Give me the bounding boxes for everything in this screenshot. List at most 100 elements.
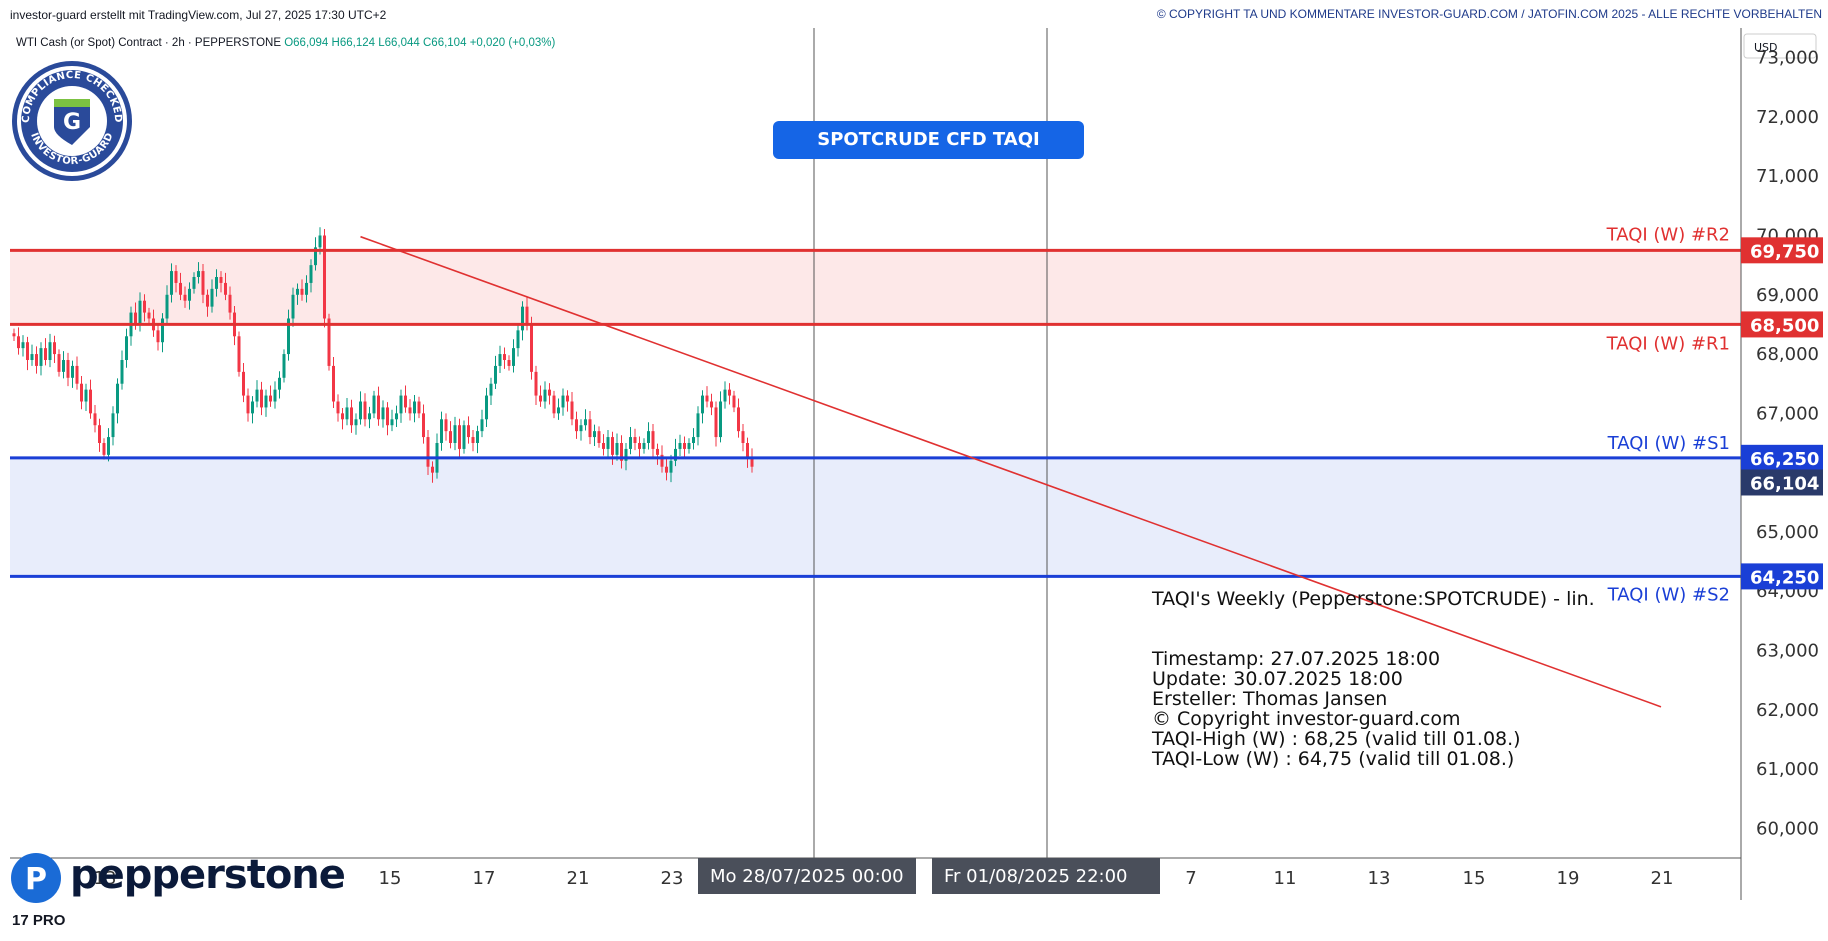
candle-body [120,360,124,384]
candle-body [395,413,398,420]
tradingview-logo: 17 PRO [12,912,66,929]
chart-area[interactable]: TAQI (W) #R2 TAQI (W) #R1 TAQI (W) #S1 TAQI… [0,28,1828,937]
pepperstone-mark-icon [11,853,61,903]
level-label: TAQI (W) #R2 [1606,224,1730,245]
candle-body [278,377,281,390]
candle-body [606,437,610,449]
candle-body [48,342,52,360]
candle-body [323,235,326,319]
info-high: TAQI-High (W) : 68,25 (valid till 01.08.… [1152,728,1521,750]
candle-body [165,294,169,319]
candle-body [710,401,713,408]
candle-body [579,425,583,432]
candle-body [98,425,101,443]
candle-body [17,336,20,349]
legend-low: L66,044 [378,37,420,49]
info-title: TAQI's Weekly (Pepperstone:SPOTCRUDE) - … [1152,588,1595,610]
candle-body [719,401,722,438]
x-tick-label: 15 [379,868,402,889]
level-label: TAQI (W) #R1 [1606,333,1730,354]
candle-body [255,389,259,402]
info-spacer [1152,629,1595,649]
x-tick-label: 13 [1368,868,1391,889]
candle-body [750,457,754,467]
candle-body [584,419,587,426]
legend-symbol: WTI Cash (or Spot) Contract · 2h · PEPPE… [16,37,281,49]
candle-body [84,389,88,402]
candle-body [296,288,299,295]
candle-body [444,419,448,432]
candle-body [714,407,718,438]
candle-body [507,360,511,366]
candle-body [215,277,218,289]
legend-high: H66,124 [331,37,376,49]
x-tick-label: 13 [94,868,117,889]
candle-body [669,460,673,473]
candle-body [102,443,106,455]
candle-body [192,277,196,289]
candle-body [287,318,290,355]
candle-body [377,395,380,420]
x-tick-label: 19 [1557,868,1580,889]
y-tick-label: 67,000 [1756,403,1819,424]
candle-body [665,466,668,473]
x-highlight-label: Mo 28/07/2025 00:00 [710,866,904,887]
candle-body [467,425,470,438]
candle-body [242,371,245,396]
price-tag-bg [1741,444,1823,471]
candle-body [417,401,421,414]
y-tick-label: 73,000 [1756,48,1819,69]
candle-body [350,407,353,426]
zones [10,250,1741,577]
levels: TAQI (W) #R2 TAQI (W) #R1 TAQI (W) #S1 TAQI… [10,224,1741,605]
candle-body [237,336,241,372]
candle-body [341,413,344,420]
candle-body [624,448,628,461]
candle-body [21,342,25,349]
candle-body [462,425,466,449]
candle-body [219,277,223,283]
candle-body [147,312,151,319]
candle-body [201,271,205,295]
candle-body [404,395,407,408]
candle-body [480,419,484,432]
candle-body [701,395,704,414]
y-tick-label: 60,000 [1756,818,1819,839]
trendline [360,235,1662,708]
candle-body [399,395,403,414]
candle-body [678,443,682,449]
y-tick-label: 71,000 [1756,166,1819,187]
candle-body [125,336,128,360]
candle-body [530,324,533,372]
price-tag-bg [1741,311,1823,338]
pepperstone-mark-letter: P [25,862,47,897]
candle-body [503,354,506,360]
candle-body [692,437,695,443]
candle-body [512,348,515,366]
candle-body [71,365,74,378]
x-axis: 13 15 17 21 23 7 11 13 15 19 21 Mo 28/07/2025 00:00… [10,857,1741,894]
pepperstone-logo-text: pepperstone [70,852,346,898]
candle-body [696,413,700,438]
candle-body [305,282,308,295]
candle-body [111,413,115,438]
legend-open: O66,094 [284,37,329,49]
candle-body [107,437,110,455]
candle-body [413,401,416,414]
candle-body [66,360,70,378]
snapshot-label: SPOTCRUDE CFD TAQI SNAPSHOT [773,121,1084,188]
candle-body [629,437,632,449]
candle-body [134,312,137,325]
price-chart[interactable]: TAQI (W) #R2 TAQI (W) #R1 TAQI (W) #S1 TAQI… [0,28,1828,937]
candle-body [273,389,277,402]
candle-body [39,348,43,366]
candle-body [575,419,578,432]
symbol-legend[interactable]: WTI Cash (or Spot) Contract · 2h · PEPPE… [16,37,555,49]
candle-body [359,401,362,420]
candle-body [26,342,29,360]
candle-body [732,395,736,408]
candle-body [561,395,565,408]
candle-body [224,282,227,295]
candle-body [53,342,56,355]
level-label: TAQI (W) #S1 [1607,433,1730,454]
